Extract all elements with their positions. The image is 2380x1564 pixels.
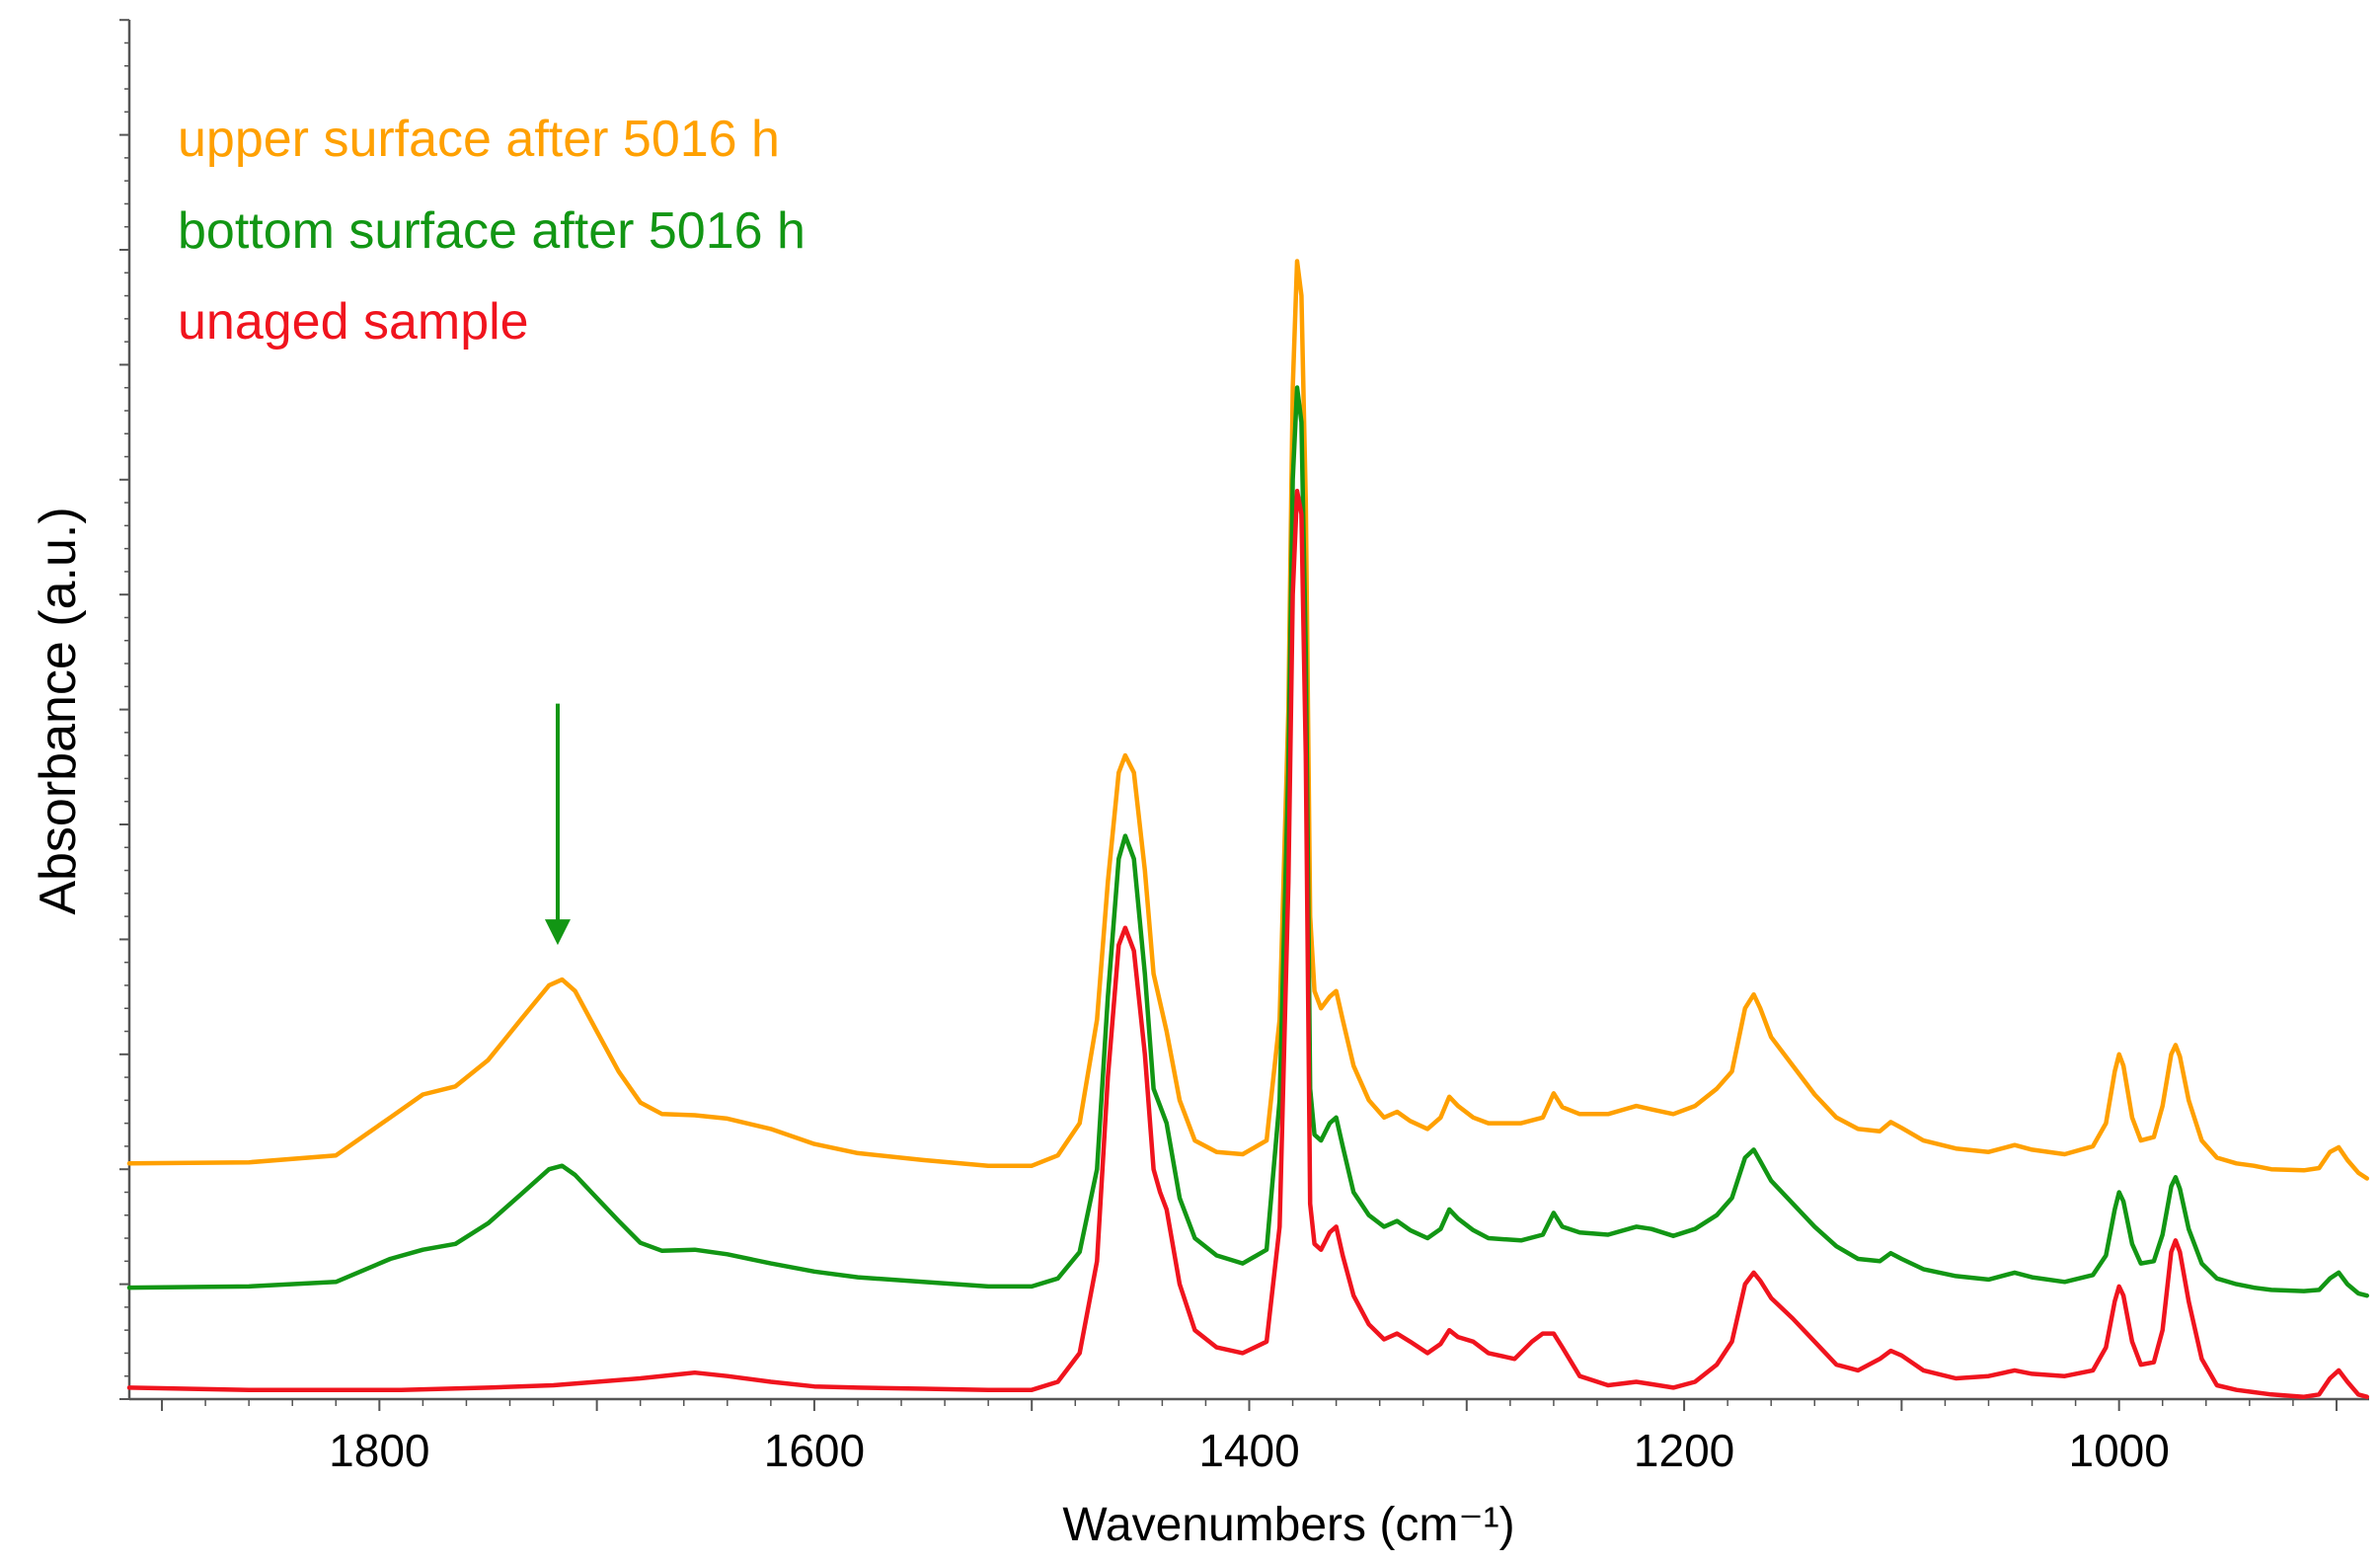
series-line-1 [126, 385, 2370, 1298]
legend-entry-unaged-sample: unaged sample [178, 293, 529, 351]
legend: upper surface after 5016 h bottom surfac… [178, 111, 806, 351]
x-tick-label: 1600 [764, 1425, 865, 1476]
legend-entry-upper-surface: upper surface after 5016 h [178, 111, 780, 168]
x-tick-label: 1800 [329, 1425, 429, 1476]
series-line-2 [126, 489, 2370, 1399]
plot-area [126, 259, 2370, 1399]
series-line-0 [126, 259, 2370, 1181]
axes: 1800 1600 1400 1200 1000 [119, 19, 2369, 1476]
x-tick-label: 1200 [1634, 1425, 1734, 1476]
y-axis-title: Absorbance (a.u.) [30, 507, 87, 914]
x-axis-title: Wavenumbers (cm⁻¹) [1062, 1499, 1514, 1551]
legend-entry-bottom-surface: bottom surface after 5016 h [178, 202, 806, 260]
x-tick-label: 1400 [1198, 1425, 1299, 1476]
arrow-head [544, 919, 571, 946]
annotations [544, 703, 571, 946]
x-tick-label: 1000 [2068, 1425, 2169, 1476]
